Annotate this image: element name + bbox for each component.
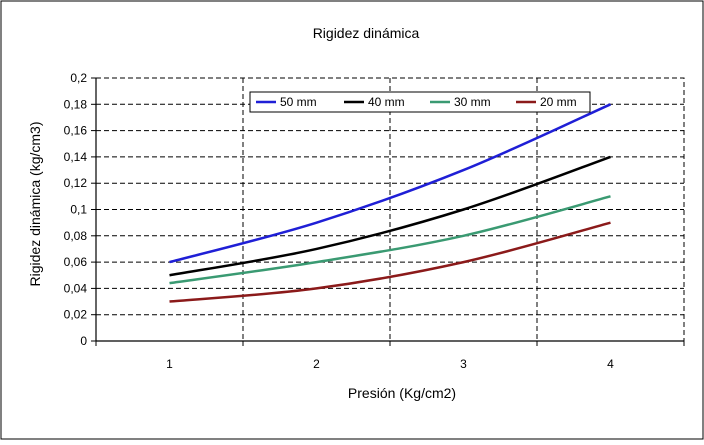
y-tick-label: 0 (80, 334, 87, 348)
legend-label: 50 mm (280, 95, 317, 109)
x-tick-labels: 1 2 3 4 (166, 357, 614, 371)
y-tick-label: 0,2 (70, 71, 87, 85)
y-axis-label: Rigidez dinámica (kg/cm3) (27, 122, 43, 287)
legend-label: 40 mm (368, 95, 405, 109)
y-tick-label: 0,16 (64, 124, 88, 138)
y-tick-label: 0,08 (64, 229, 88, 243)
series-lines (169, 103, 612, 303)
series-line-40-mm (169, 155, 611, 277)
legend: 50 mm 40 mm 30 mm 20 mm (249, 91, 591, 113)
y-tick-label: 0,18 (64, 97, 88, 111)
series-line-20-mm (169, 221, 611, 303)
y-tick-label: 0,06 (64, 255, 88, 269)
y-tick-label: 0,14 (64, 150, 88, 164)
x-axis-label: Presión (Kg/cm2) (348, 385, 456, 401)
x-tick-label: 1 (166, 357, 173, 371)
x-tick-label: 4 (607, 357, 614, 371)
y-tick-label: 0,02 (64, 308, 88, 322)
series-line-30-mm (169, 195, 611, 285)
legend-label: 20 mm (540, 95, 577, 109)
series-line-50-mm (169, 103, 612, 264)
x-tick-label: 2 (313, 357, 320, 371)
y-tick-label: 0,1 (70, 203, 87, 217)
x-tick-label: 3 (460, 357, 467, 371)
legend-label: 30 mm (454, 95, 491, 109)
legend-box (249, 91, 591, 113)
chart-title: Rigidez dinámica (313, 25, 420, 41)
y-tick-labels: 0 0,02 0,04 0,06 0,08 0,1 0,12 0,14 0,16 0,18 0,2 (64, 71, 88, 348)
axes (91, 77, 685, 346)
y-tick-label: 0,12 (64, 176, 88, 190)
y-tick-label: 0,04 (64, 281, 88, 295)
